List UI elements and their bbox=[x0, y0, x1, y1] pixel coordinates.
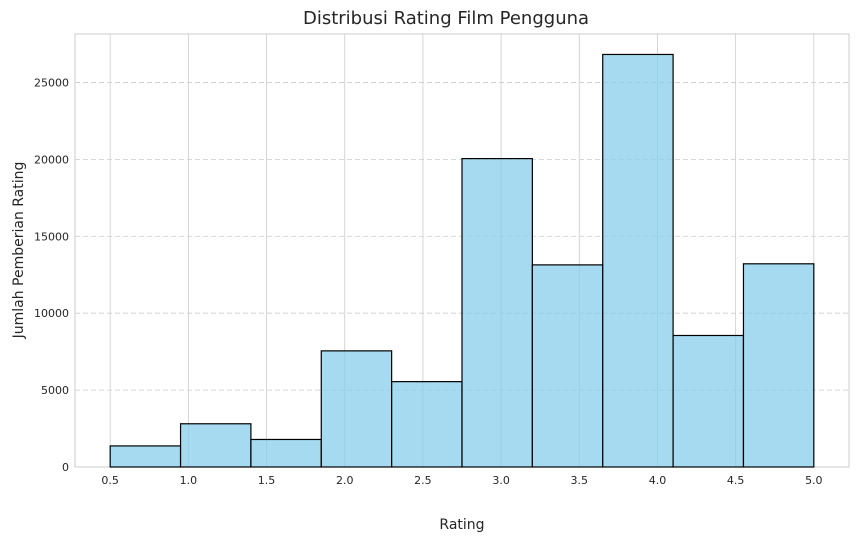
y-tick-label: 15000 bbox=[34, 230, 69, 243]
x-tick-label: 3.5 bbox=[571, 474, 589, 487]
x-tick-label: 4.5 bbox=[727, 474, 745, 487]
x-tick-label: 1.0 bbox=[180, 474, 198, 487]
histogram-bar bbox=[742, 263, 815, 468]
y-tick-label: 5000 bbox=[41, 384, 69, 397]
y-tick-label: 25000 bbox=[34, 76, 69, 89]
y-tick-label: 0 bbox=[62, 461, 69, 474]
y-tick-label: 10000 bbox=[34, 307, 69, 320]
histogram-bar bbox=[109, 445, 182, 468]
plot-area: 0.5 1.0 1.5 2.0 2.5 3.0 3.5 4.0 4.5 5.0 0 5000 10000… bbox=[34, 33, 850, 487]
x-tick-label: 3.0 bbox=[492, 474, 510, 487]
histogram-bar bbox=[250, 438, 322, 468]
x-tick-label: 5.0 bbox=[805, 474, 823, 487]
x-tick-label: 1.5 bbox=[258, 474, 276, 487]
histogram-bar bbox=[602, 53, 674, 468]
y-axis-label: Jumlah Pemberian Rating bbox=[11, 162, 27, 340]
histogram-bar bbox=[179, 423, 252, 468]
x-tick-label: 0.5 bbox=[101, 474, 119, 487]
x-tick-label: 4.0 bbox=[649, 474, 667, 487]
histogram-bar bbox=[320, 350, 393, 468]
x-tick-label: 2.5 bbox=[414, 474, 432, 487]
histogram-bar bbox=[391, 381, 463, 468]
x-tick-label: 2.0 bbox=[336, 474, 354, 487]
y-tick-label: 20000 bbox=[34, 153, 69, 166]
histogram-bar bbox=[461, 157, 533, 468]
histogram-bar bbox=[672, 334, 745, 468]
x-axis-label: Rating bbox=[439, 517, 484, 533]
histogram-bar bbox=[531, 264, 604, 468]
chart-title: Distribusi Rating Film Pengguna bbox=[303, 8, 589, 29]
